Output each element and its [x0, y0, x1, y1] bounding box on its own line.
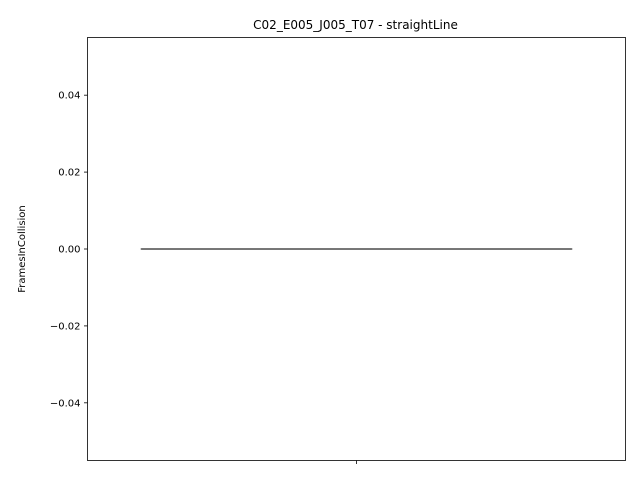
y-tick-label: 0.04 [58, 91, 80, 102]
y-axis-ticks: −0.04 −0.02 0.00 0.02 0.04 [50, 91, 88, 409]
y-tick-label: 0.00 [58, 245, 80, 256]
y-tick-label: −0.02 [50, 321, 81, 332]
y-axis-label: FramesInCollision [17, 205, 28, 293]
y-tick-label: −0.04 [50, 398, 81, 409]
y-tick-label: 0.02 [58, 168, 80, 179]
chart-title: C02_E005_J005_T07 - straightLine [253, 18, 458, 32]
